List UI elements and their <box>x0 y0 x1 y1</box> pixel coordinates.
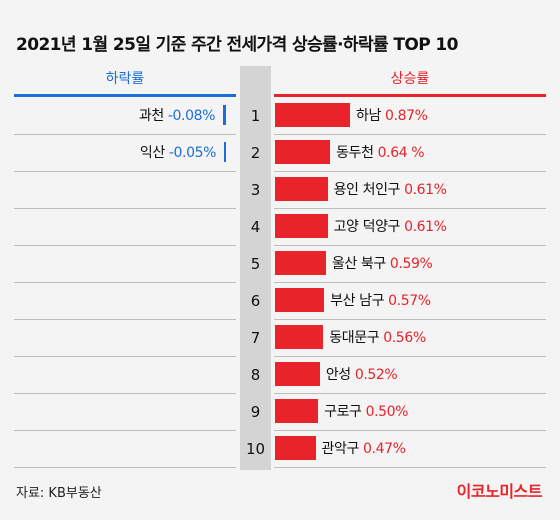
falling-header: 하락률 <box>14 68 236 97</box>
rising-region-name: 하남 <box>356 108 386 124</box>
rising-entry: 동대문구 0.56% <box>275 320 426 357</box>
row-divider-left <box>14 467 236 468</box>
rising-entry: 동두천 0.64 % <box>275 135 425 172</box>
chart-row: 1 과천 -0.08% 하남 0.87% <box>0 98 560 135</box>
chart-row: 5 울산 북구 0.59% <box>0 246 560 283</box>
row-divider-left <box>14 208 236 209</box>
rank-label: 5 <box>250 255 261 273</box>
row-divider-right <box>274 319 546 320</box>
rising-value-label: 0.50% <box>365 404 409 420</box>
rank-label: 6 <box>250 292 261 310</box>
rising-bar <box>275 139 331 164</box>
rising-region-name: 관악구 <box>321 441 364 457</box>
rising-region-name: 동두천 <box>336 145 378 161</box>
rising-bar <box>275 287 325 312</box>
rising-bar <box>275 213 328 238</box>
rising-bar <box>275 324 324 349</box>
row-divider-right <box>274 171 546 172</box>
brand-logo: 이코노미스트 <box>456 482 543 501</box>
rank-label: 3 <box>250 181 261 199</box>
row-divider-right <box>274 208 546 209</box>
rising-bar <box>275 435 316 460</box>
row-divider-left <box>14 171 236 172</box>
chart-row: 8 안성 0.52% <box>0 357 560 394</box>
chart-row: 2 익산 -0.05% 동두천 0.64 % <box>0 135 560 172</box>
row-divider-right <box>274 430 546 431</box>
rising-value-label: 0.59% <box>389 256 433 272</box>
rising-region-name: 안성 <box>325 367 355 383</box>
row-divider-left <box>14 393 236 394</box>
chart-row: 6 부산 남구 0.57% <box>0 283 560 320</box>
chart-row: 10 관악구 0.47% <box>0 431 560 468</box>
rising-entry: 하남 0.87% <box>275 98 428 135</box>
rank-label: 9 <box>250 403 261 421</box>
rising-value-label: 0.61% <box>404 182 447 198</box>
row-divider-right <box>274 356 546 357</box>
chart-row: 3 용인 처인구 0.61% <box>0 172 560 209</box>
rising-region-name: 동대문구 <box>329 330 384 346</box>
rising-region-name: 구로구 <box>324 404 366 420</box>
rank-label: 8 <box>250 366 261 384</box>
rising-entry: 울산 북구 0.59% <box>275 246 433 283</box>
falling-entry: 익산 -0.05% <box>140 135 226 172</box>
rank-label: 2 <box>250 144 261 162</box>
row-divider-left <box>14 356 236 357</box>
chart-row: 4 고양 덕양구 0.61% <box>0 209 560 246</box>
row-divider-left <box>14 134 236 135</box>
rising-entry: 고양 덕양구 0.61% <box>275 209 447 246</box>
rising-entry: 안성 0.52% <box>275 357 398 394</box>
chart-row: 9 구로구 0.50% <box>0 394 560 431</box>
rising-value-label: 0.61% <box>404 219 447 235</box>
rank-column <box>240 66 271 470</box>
rising-value-label: 0.56% <box>383 330 426 346</box>
chart-row: 7 동대문구 0.56% <box>0 320 560 357</box>
rising-region-name: 부산 남구 <box>330 293 389 309</box>
rising-entry: 부산 남구 0.57% <box>275 283 431 320</box>
row-divider-right <box>274 245 546 246</box>
rising-value-label: 0.57% <box>388 293 431 309</box>
rising-bar <box>275 398 319 423</box>
falling-entry: 과천 -0.08% <box>139 98 226 135</box>
rising-header: 상승률 <box>274 68 546 97</box>
rising-bar <box>275 102 350 127</box>
rising-region-name: 고양 덕양구 <box>333 219 405 235</box>
rising-value-label: 0.47% <box>363 441 406 457</box>
rising-region-name: 울산 북구 <box>331 256 390 272</box>
rank-label: 1 <box>250 107 261 125</box>
rising-entry: 용인 처인구 0.61% <box>275 172 447 209</box>
source-note: 자료: KB부동산 <box>16 486 102 501</box>
falling-region-name: 과천 <box>138 108 168 124</box>
rank-label: 10 <box>245 440 266 458</box>
row-divider-left <box>14 430 236 431</box>
row-divider-right <box>274 393 546 394</box>
row-divider-right <box>274 282 546 283</box>
row-divider-left <box>14 319 236 320</box>
rising-entry: 관악구 0.47% <box>275 431 406 468</box>
rising-bar <box>275 361 320 386</box>
rising-region-name: 용인 처인구 <box>333 182 405 198</box>
rising-entry: 구로구 0.50% <box>275 394 408 431</box>
rising-bar <box>275 250 326 275</box>
row-divider-left <box>14 245 236 246</box>
rank-label: 4 <box>250 218 261 236</box>
falling-value-label: -0.08% <box>167 108 216 124</box>
row-divider-right <box>274 134 546 135</box>
row-divider-left <box>14 282 236 283</box>
rising-bar <box>275 176 328 201</box>
falling-region-name: 익산 <box>139 145 169 161</box>
falling-bar <box>223 104 226 125</box>
row-divider-right <box>274 467 546 468</box>
chart-title: 2021년 1월 25일 기준 주간 전세가격 상승률·하락률 TOP 10 <box>16 35 458 55</box>
rising-value-label: 0.64 % <box>377 145 425 161</box>
rising-value-label: 0.87% <box>385 108 428 124</box>
falling-value-label: -0.05% <box>168 145 217 161</box>
rising-value-label: 0.52% <box>354 367 398 383</box>
falling-bar <box>224 141 226 162</box>
rank-label: 7 <box>250 329 261 347</box>
